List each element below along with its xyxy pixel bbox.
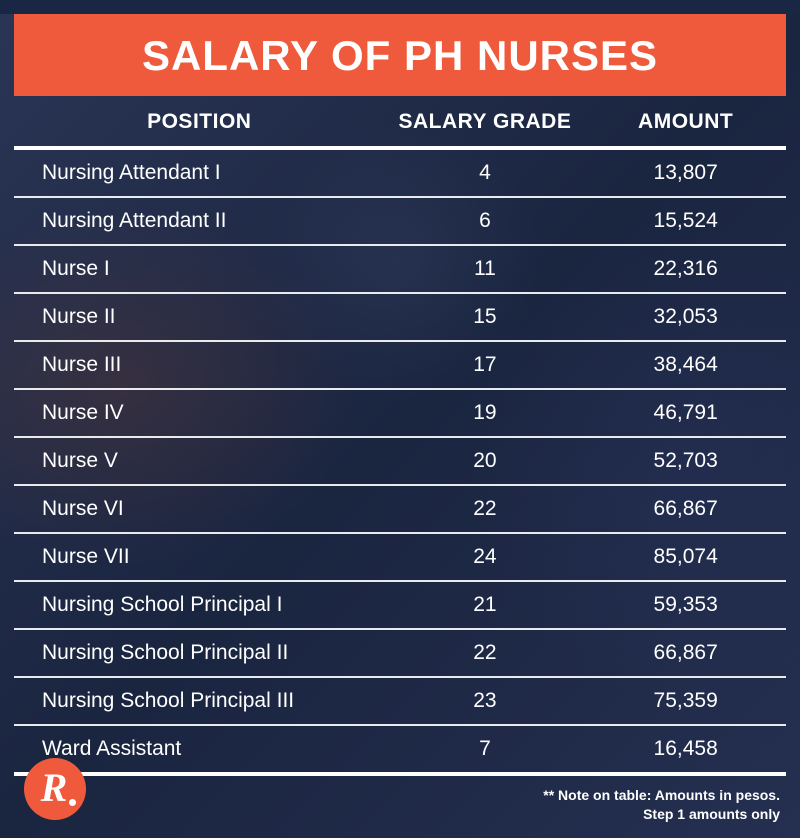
footnote-line-1: ** Note on table: Amounts in pesos. (0, 786, 780, 805)
infographic-container: SALARY OF PH NURSES POSITION SALARY GRAD… (0, 14, 800, 838)
cell-grade: 4 (385, 148, 586, 197)
cell-amount: 13,807 (585, 148, 786, 197)
cell-position: Nurse I (14, 245, 385, 293)
cell-grade: 11 (385, 245, 586, 293)
cell-grade: 23 (385, 677, 586, 725)
table-body: Nursing Attendant I413,807Nursing Attend… (14, 148, 786, 774)
cell-position: Nurse VI (14, 485, 385, 533)
cell-position: Nursing School Principal III (14, 677, 385, 725)
col-header-amount: AMOUNT (585, 96, 786, 148)
table-row: Nursing School Principal II2266,867 (14, 629, 786, 677)
cell-grade: 20 (385, 437, 586, 485)
table-row: Nursing Attendant I413,807 (14, 148, 786, 197)
cell-amount: 85,074 (585, 533, 786, 581)
cell-position: Nurse V (14, 437, 385, 485)
cell-position: Nurse VII (14, 533, 385, 581)
cell-position: Nursing Attendant II (14, 197, 385, 245)
brand-logo-dot (69, 799, 76, 806)
cell-amount: 15,524 (585, 197, 786, 245)
cell-amount: 66,867 (585, 629, 786, 677)
brand-logo: R (24, 758, 86, 820)
cell-position: Nurse III (14, 341, 385, 389)
cell-position: Nursing Attendant I (14, 148, 385, 197)
cell-amount: 22,316 (585, 245, 786, 293)
cell-amount: 52,703 (585, 437, 786, 485)
title-bar: SALARY OF PH NURSES (14, 14, 786, 96)
cell-grade: 15 (385, 293, 586, 341)
col-header-grade: SALARY GRADE (385, 96, 586, 148)
brand-logo-letter: R (41, 764, 68, 811)
table-row: Nurse III1738,464 (14, 341, 786, 389)
table-row: Nurse V2052,703 (14, 437, 786, 485)
cell-amount: 75,359 (585, 677, 786, 725)
table-row: Ward Assistant716,458 (14, 725, 786, 774)
cell-grade: 24 (385, 533, 586, 581)
cell-amount: 66,867 (585, 485, 786, 533)
cell-grade: 19 (385, 389, 586, 437)
cell-position: Nurse II (14, 293, 385, 341)
cell-grade: 7 (385, 725, 586, 774)
cell-grade: 22 (385, 485, 586, 533)
cell-amount: 38,464 (585, 341, 786, 389)
col-header-position: POSITION (14, 96, 385, 148)
cell-amount: 59,353 (585, 581, 786, 629)
cell-amount: 46,791 (585, 389, 786, 437)
table-row: Nurse II1532,053 (14, 293, 786, 341)
salary-table: POSITION SALARY GRADE AMOUNT Nursing Att… (14, 96, 786, 776)
cell-grade: 22 (385, 629, 586, 677)
footnote: ** Note on table: Amounts in pesos. Step… (0, 786, 780, 824)
table-row: Nursing School Principal III2375,359 (14, 677, 786, 725)
footnote-line-2: Step 1 amounts only (0, 805, 780, 824)
table-row: Nurse VI2266,867 (14, 485, 786, 533)
table-row: Nurse I1122,316 (14, 245, 786, 293)
cell-amount: 16,458 (585, 725, 786, 774)
cell-position: Nursing School Principal I (14, 581, 385, 629)
table-wrap: POSITION SALARY GRADE AMOUNT Nursing Att… (14, 96, 786, 776)
table-header-row: POSITION SALARY GRADE AMOUNT (14, 96, 786, 148)
table-row: Nursing Attendant II615,524 (14, 197, 786, 245)
cell-amount: 32,053 (585, 293, 786, 341)
table-row: Nurse IV1946,791 (14, 389, 786, 437)
cell-grade: 17 (385, 341, 586, 389)
cell-grade: 21 (385, 581, 586, 629)
title-text: SALARY OF PH NURSES (142, 32, 658, 79)
table-row: Nurse VII2485,074 (14, 533, 786, 581)
cell-grade: 6 (385, 197, 586, 245)
cell-position: Nursing School Principal II (14, 629, 385, 677)
table-row: Nursing School Principal I2159,353 (14, 581, 786, 629)
cell-position: Nurse IV (14, 389, 385, 437)
